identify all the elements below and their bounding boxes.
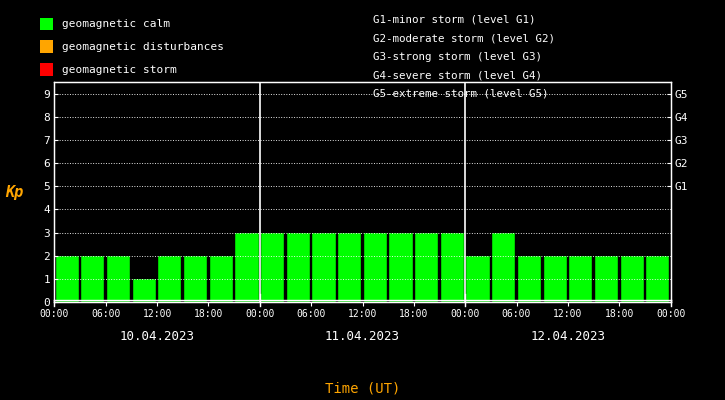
Text: 11.04.2023: 11.04.2023 bbox=[325, 330, 400, 343]
Text: 12.04.2023: 12.04.2023 bbox=[531, 330, 605, 343]
Text: Kp: Kp bbox=[5, 184, 23, 200]
Text: G4-severe storm (level G4): G4-severe storm (level G4) bbox=[373, 70, 542, 80]
Bar bbox=[646, 256, 669, 302]
Bar bbox=[261, 232, 284, 302]
Bar bbox=[81, 256, 104, 302]
Text: geomagnetic storm: geomagnetic storm bbox=[62, 65, 176, 74]
Bar bbox=[287, 232, 310, 302]
Bar bbox=[56, 256, 79, 302]
Bar bbox=[364, 232, 387, 302]
Bar bbox=[544, 256, 567, 302]
Bar bbox=[312, 232, 336, 302]
Text: geomagnetic disturbances: geomagnetic disturbances bbox=[62, 42, 223, 52]
Bar bbox=[621, 256, 644, 302]
Bar bbox=[569, 256, 592, 302]
Bar bbox=[441, 232, 464, 302]
Bar bbox=[236, 232, 259, 302]
Bar bbox=[595, 256, 618, 302]
Bar bbox=[133, 279, 156, 302]
Bar bbox=[338, 232, 361, 302]
Text: geomagnetic calm: geomagnetic calm bbox=[62, 19, 170, 29]
Bar bbox=[389, 232, 413, 302]
Bar bbox=[466, 256, 489, 302]
Bar bbox=[107, 256, 130, 302]
Bar bbox=[210, 256, 233, 302]
Bar bbox=[518, 256, 541, 302]
Bar bbox=[415, 232, 438, 302]
Bar bbox=[158, 256, 181, 302]
Text: Time (UT): Time (UT) bbox=[325, 382, 400, 396]
Text: G3-strong storm (level G3): G3-strong storm (level G3) bbox=[373, 52, 542, 62]
Bar bbox=[184, 256, 207, 302]
Text: G2-moderate storm (level G2): G2-moderate storm (level G2) bbox=[373, 33, 555, 43]
Text: G1-minor storm (level G1): G1-minor storm (level G1) bbox=[373, 15, 536, 25]
Text: 10.04.2023: 10.04.2023 bbox=[120, 330, 194, 343]
Text: G5-extreme storm (level G5): G5-extreme storm (level G5) bbox=[373, 88, 549, 98]
Bar bbox=[492, 232, 515, 302]
